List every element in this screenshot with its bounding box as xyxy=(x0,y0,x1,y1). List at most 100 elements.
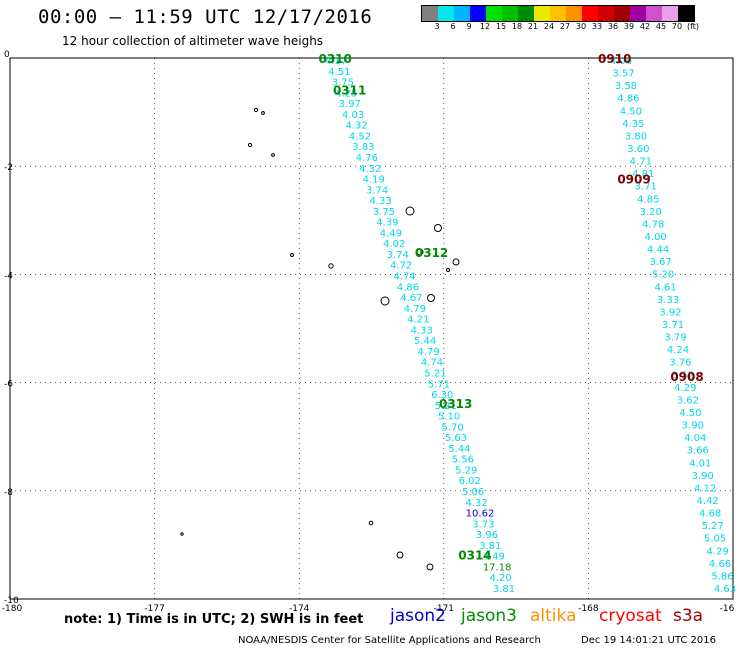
track-b-swh-value: 3.92 xyxy=(659,307,681,318)
track-a-swh-value: 4.39 xyxy=(376,218,398,229)
map-subtitle: 12 hour collection of altimeter wave hei… xyxy=(62,34,324,48)
track-b-swh-value: 4.01 xyxy=(689,458,711,469)
scale-swatch xyxy=(486,6,502,21)
track-b-swh-value: 3.79 xyxy=(664,333,686,344)
track-a-swh-value: 4.02 xyxy=(383,239,405,250)
track-b-swh-value: 4.35 xyxy=(622,119,644,130)
track-b-swh-value: 4.50 xyxy=(620,106,642,117)
island-outline xyxy=(427,294,435,302)
track-a-swh-value: 4.32 xyxy=(345,121,367,132)
island-outline xyxy=(247,142,253,148)
time-label: 0310 xyxy=(318,52,351,66)
scale-label: 3 xyxy=(434,22,440,31)
track-b-swh-value: 3.20 xyxy=(640,207,662,218)
y-tick-label: -6 xyxy=(4,380,13,390)
scale-swatch xyxy=(534,6,550,21)
scale-swatch xyxy=(518,6,534,21)
legend-jason3: jason3 xyxy=(461,606,517,626)
track-a-swh-value: 5.21 xyxy=(435,401,457,412)
track-a-swh-value: 5.56 xyxy=(452,455,474,466)
island-outline xyxy=(368,520,374,526)
track-b-swh-value: 4.68 xyxy=(699,509,721,520)
track-b-swh-value: 4.63 xyxy=(714,584,736,595)
track-b-swh-value: 5.27 xyxy=(701,521,723,532)
track-a-swh-value: 3.75 xyxy=(332,78,354,89)
y-tick-label: -4 xyxy=(4,271,13,281)
island-outline xyxy=(180,532,184,536)
track-a-swh-value: 4.49 xyxy=(380,228,402,239)
time-label: 0311 xyxy=(333,83,366,97)
track-a-swh-value: 17.18 xyxy=(483,562,512,573)
track-a-swh-value: 4.79 xyxy=(404,304,426,315)
track-b-swh-value: 3.58 xyxy=(615,81,637,92)
scale-label: 12 xyxy=(479,22,491,31)
scale-swatch xyxy=(438,6,454,21)
island-outline xyxy=(290,253,294,257)
track-a-swh-value: 4.76 xyxy=(356,153,378,164)
island-outline xyxy=(253,107,259,113)
track-a-swh-value: 6.30 xyxy=(431,390,453,401)
track-b-swh-value: 4.24 xyxy=(667,345,689,356)
island-outline xyxy=(380,296,390,306)
track-b-swh-value: 4.29 xyxy=(706,546,728,557)
x-tick-label: -16 xyxy=(720,604,735,614)
track-b-swh-value: 4.44 xyxy=(647,245,669,256)
track-a-swh-value: 4.33 xyxy=(411,325,433,336)
legend-jason2: jason2 xyxy=(390,606,446,626)
track-a-swh-value: 3.81 xyxy=(493,584,515,595)
island-outline xyxy=(426,563,434,571)
track-a-swh-value: 3.74 xyxy=(366,185,388,196)
track-b-swh-value: 4.66 xyxy=(709,559,731,570)
scale-label: 30 xyxy=(575,22,587,31)
track-a-swh-value: 3.75 xyxy=(373,207,395,218)
track-b-swh-value: 3.52 xyxy=(672,370,694,381)
track-b-swh-value: 3.62 xyxy=(677,395,699,406)
footer-note: note: 1) Time is in UTC; 2) SWH is in fe… xyxy=(64,612,364,627)
scale-swatch xyxy=(662,6,678,21)
track-a-swh-value: 4.74 xyxy=(393,272,415,283)
generation-timestamp: Dec 19 14:01:21 UTC 2016 xyxy=(581,635,716,646)
island-outline xyxy=(416,248,424,256)
scale-label: 42 xyxy=(639,22,651,31)
track-b-swh-value: 3.71 xyxy=(662,320,684,331)
time-label: 0910 xyxy=(598,52,631,66)
legend-cryosat: cryosat xyxy=(599,606,662,626)
track-a-swh-value: 4.33 xyxy=(369,196,391,207)
track-a-swh-value: 4.67 xyxy=(400,293,422,304)
track-a-swh-value: 5.06 xyxy=(462,487,484,498)
track-b-swh-value: 3.66 xyxy=(687,446,709,457)
track-b-swh-value: 4.00 xyxy=(645,232,667,243)
scale-label: (ft) xyxy=(686,22,700,31)
track-a-swh-value: 4.25 xyxy=(335,88,357,99)
track-b-swh-value: 5.05 xyxy=(704,534,726,545)
island-outline xyxy=(328,263,334,269)
scale-label: 18 xyxy=(511,22,523,31)
time-label: 0314 xyxy=(458,549,491,563)
track-b-swh-value: 4.86 xyxy=(617,94,639,105)
legend-altika: altika xyxy=(530,606,577,626)
track-b-swh-value: 4.71 xyxy=(630,157,652,168)
track-b-swh-value: 3.67 xyxy=(649,257,671,268)
track-a-swh-value: 4.51 xyxy=(328,67,350,78)
y-tick-label: -2 xyxy=(4,163,13,173)
island-outline xyxy=(452,258,460,266)
track-b-swh-value: 4.29 xyxy=(674,383,696,394)
x-tick-label: -177 xyxy=(144,604,164,614)
track-a-swh-value: 3.83 xyxy=(352,142,374,153)
scale-swatch xyxy=(646,6,662,21)
track-b-swh-value: 4.61 xyxy=(654,282,676,293)
track-a-swh-value: 4.32 xyxy=(465,498,487,509)
track-b-swh-value: 5.20 xyxy=(652,270,674,281)
scale-label: 24 xyxy=(543,22,555,31)
track-a-swh-value: 3.81 xyxy=(479,541,501,552)
track-a-swh-value: 4.17 xyxy=(325,56,347,67)
scale-label: 36 xyxy=(607,22,619,31)
track-b-swh-value: 3.71 xyxy=(635,182,657,193)
track-b-swh-value: 3.57 xyxy=(612,69,634,80)
track-b-swh-value: 4.50 xyxy=(679,408,701,419)
time-label: 0908 xyxy=(670,370,703,384)
scale-label: 6 xyxy=(450,22,456,31)
scale-label: 39 xyxy=(623,22,635,31)
track-a-swh-value: 4.72 xyxy=(390,261,412,272)
island-outline xyxy=(271,153,275,157)
